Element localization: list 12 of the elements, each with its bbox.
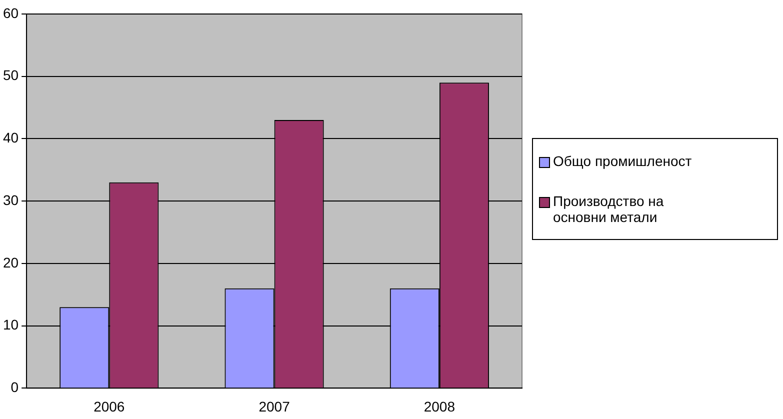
legend-label: Производство на основни метали: [553, 193, 665, 225]
x-tick-label: 2008: [424, 398, 456, 414]
y-tick-label: 0: [10, 379, 19, 396]
y-tick-label: 10: [2, 316, 19, 333]
x-tick-label: 2007: [258, 398, 290, 414]
y-tick-label: 30: [2, 192, 19, 208]
y-tick-label: 50: [2, 67, 19, 84]
legend-label: Общо промишленост: [553, 153, 692, 169]
y-tick-label: 20: [2, 254, 19, 270]
y-tick-label: 60: [2, 4, 19, 21]
x-tick-label: 2006: [94, 398, 125, 414]
y-tick-label: 40: [2, 130, 19, 146]
